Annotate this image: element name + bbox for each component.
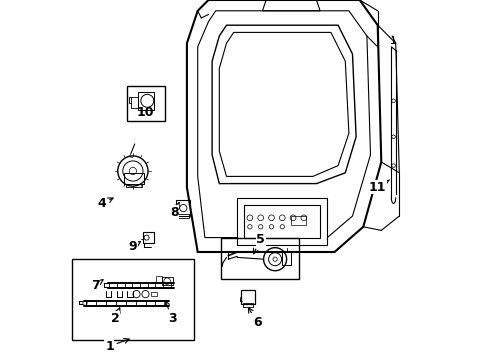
- Bar: [156, 276, 162, 282]
- Bar: [142, 232, 153, 243]
- Text: 7: 7: [91, 279, 103, 292]
- Bar: [291, 216, 305, 225]
- Text: 2: 2: [110, 308, 120, 325]
- Bar: [241, 290, 255, 304]
- Bar: [162, 277, 172, 285]
- Text: 4: 4: [98, 197, 113, 210]
- Bar: [221, 238, 298, 279]
- Text: 9: 9: [128, 240, 140, 253]
- Text: 5: 5: [253, 233, 264, 254]
- Bar: [176, 200, 190, 216]
- Bar: [123, 173, 143, 184]
- Bar: [237, 198, 326, 245]
- Text: 6: 6: [248, 308, 261, 329]
- Bar: [242, 303, 252, 307]
- Text: 10: 10: [137, 106, 154, 119]
- Bar: [151, 292, 157, 296]
- Bar: [282, 252, 291, 265]
- Bar: [131, 97, 137, 108]
- Text: 1: 1: [105, 338, 129, 353]
- Text: 8: 8: [170, 202, 179, 219]
- Bar: [72, 259, 194, 340]
- Text: 3: 3: [164, 301, 177, 325]
- Bar: [138, 92, 154, 110]
- Text: 11: 11: [368, 180, 388, 194]
- Bar: [244, 205, 320, 238]
- Bar: [178, 214, 188, 218]
- Bar: [127, 86, 165, 121]
